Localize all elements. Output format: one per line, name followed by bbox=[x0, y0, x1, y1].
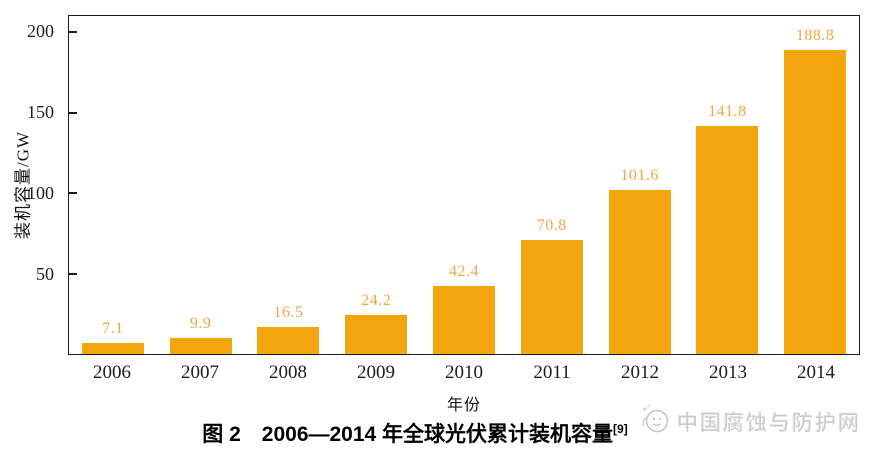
bar bbox=[608, 190, 671, 354]
bar bbox=[169, 338, 232, 354]
figure-caption-text: 图 2 2006—2014 年全球光伏累计装机容量 bbox=[202, 423, 614, 446]
bar-slot: 101.6 bbox=[596, 16, 684, 354]
bar-value-label: 9.9 bbox=[189, 315, 212, 333]
bars-row: 7.1 9.9 16.5 24.2 42.4 70.8 101.6 141.8 188.8 bbox=[69, 16, 859, 354]
bar-value-label: 141.8 bbox=[708, 102, 747, 120]
x-axis-title: 年份 bbox=[446, 397, 481, 414]
bar bbox=[784, 50, 847, 354]
watermark-logo-icon bbox=[636, 400, 672, 443]
bar-slot: 9.9 bbox=[157, 16, 245, 354]
bar-slot: 24.2 bbox=[332, 16, 420, 354]
bar bbox=[345, 315, 408, 354]
bar bbox=[696, 125, 759, 354]
x-tick-label: 2010 bbox=[445, 362, 483, 383]
x-tick-label: 2013 bbox=[709, 362, 747, 383]
y-tick-label: 100 bbox=[27, 183, 54, 204]
watermark: 中国腐蚀与防护网 bbox=[636, 400, 861, 443]
x-tick-label: 2014 bbox=[797, 362, 835, 383]
x-tick-label: 2008 bbox=[269, 362, 307, 383]
figure-caption-reference: [9] bbox=[613, 422, 628, 436]
x-tick-label: 2006 bbox=[93, 362, 131, 383]
plot-area: 7.1 9.9 16.5 24.2 42.4 70.8 101.6 141.8 188.8 bbox=[68, 15, 860, 355]
bar-value-label: 24.2 bbox=[361, 292, 392, 310]
bar bbox=[81, 342, 144, 354]
bar-value-label: 188.8 bbox=[795, 27, 835, 45]
figure-caption: 图 2 2006—2014 年全球光伏累计装机容量[9] bbox=[0, 418, 830, 448]
bar-slot: 141.8 bbox=[683, 16, 771, 354]
bar-slot: 188.8 bbox=[771, 16, 859, 354]
x-tick-labels: 2006 2007 2008 2009 2010 2011 2012 2013 2014 bbox=[68, 362, 860, 384]
x-tick-label: 2009 bbox=[357, 362, 395, 383]
y-tick-mark bbox=[69, 192, 77, 195]
watermark-text: 中国腐蚀与防护网 bbox=[677, 411, 861, 435]
y-tick-label: 50 bbox=[36, 264, 54, 285]
bar-slot: 7.1 bbox=[69, 16, 157, 354]
bar bbox=[433, 285, 496, 354]
bar-slot: 70.8 bbox=[508, 16, 596, 354]
bar-value-label: 7.1 bbox=[102, 319, 124, 337]
y-tick-label: 200 bbox=[27, 21, 54, 42]
x-tick-label: 2007 bbox=[181, 362, 219, 383]
x-tick-label: 2012 bbox=[621, 362, 659, 383]
bar-value-label: 42.4 bbox=[449, 262, 480, 280]
bar-value-label: 16.5 bbox=[273, 304, 304, 322]
bar-slot: 42.4 bbox=[420, 16, 508, 354]
y-axis: 50 100 150 200 bbox=[0, 15, 62, 355]
bar-value-label: 101.6 bbox=[620, 167, 659, 185]
bar bbox=[257, 327, 320, 354]
y-tick-mark bbox=[69, 272, 77, 275]
y-tick-label: 150 bbox=[27, 102, 54, 123]
y-tick-mark bbox=[69, 31, 77, 34]
y-tick-mark bbox=[69, 111, 77, 114]
x-tick-label: 2011 bbox=[533, 362, 571, 383]
bar-slot: 16.5 bbox=[245, 16, 333, 354]
bar bbox=[520, 240, 583, 354]
bar-value-label: 70.8 bbox=[536, 217, 567, 235]
